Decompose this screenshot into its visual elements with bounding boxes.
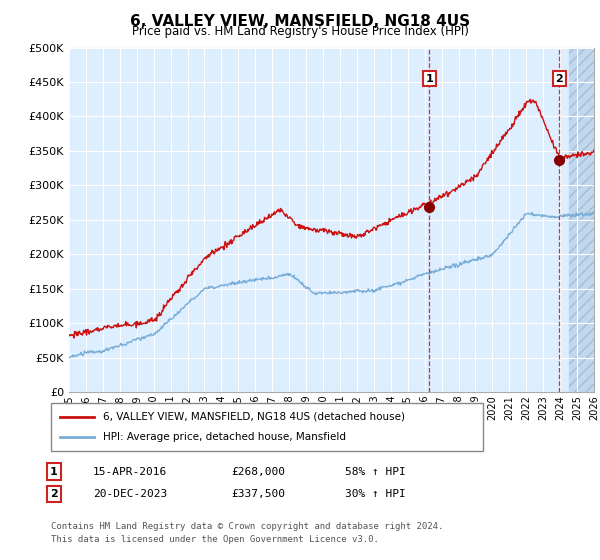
Text: HPI: Average price, detached house, Mansfield: HPI: Average price, detached house, Mans… [103,432,346,442]
Text: Price paid vs. HM Land Registry's House Price Index (HPI): Price paid vs. HM Land Registry's House … [131,25,469,38]
Text: 6, VALLEY VIEW, MANSFIELD, NG18 4US (detached house): 6, VALLEY VIEW, MANSFIELD, NG18 4US (det… [103,412,405,422]
Text: 1: 1 [425,73,433,83]
Text: 15-APR-2016: 15-APR-2016 [93,466,167,477]
Text: 30% ↑ HPI: 30% ↑ HPI [345,489,406,499]
FancyBboxPatch shape [51,403,483,451]
Text: £337,500: £337,500 [231,489,285,499]
Text: 1: 1 [50,466,58,477]
Text: 2: 2 [50,489,58,499]
Text: Contains HM Land Registry data © Crown copyright and database right 2024.: Contains HM Land Registry data © Crown c… [51,522,443,531]
Text: 20-DEC-2023: 20-DEC-2023 [93,489,167,499]
Bar [569,48,594,392]
Text: 2: 2 [556,73,563,83]
Text: 6, VALLEY VIEW, MANSFIELD, NG18 4US: 6, VALLEY VIEW, MANSFIELD, NG18 4US [130,14,470,29]
Bar [569,48,594,392]
Text: £268,000: £268,000 [231,466,285,477]
Text: This data is licensed under the Open Government Licence v3.0.: This data is licensed under the Open Gov… [51,535,379,544]
Text: 58% ↑ HPI: 58% ↑ HPI [345,466,406,477]
